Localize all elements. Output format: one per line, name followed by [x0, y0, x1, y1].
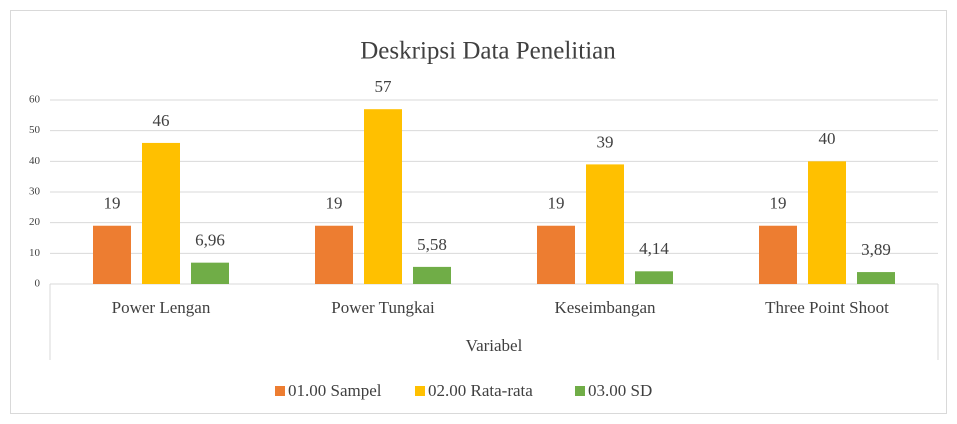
bar: [808, 161, 846, 284]
bar: [315, 225, 353, 284]
data-label: 5,58: [417, 235, 447, 254]
y-tick-label: 30: [29, 186, 41, 198]
x-axis-title: Variabel: [466, 336, 523, 355]
y-tick-label: 40: [29, 155, 41, 167]
data-label: 19: [548, 194, 565, 213]
x-tick-label: Three Point Shoot: [765, 298, 889, 317]
y-tick-label: 10: [29, 247, 41, 259]
bar: [142, 142, 180, 284]
legend-label: 03.00 SD: [588, 381, 652, 400]
x-tick-label: Keseimbangan: [554, 298, 656, 317]
data-label: 19: [104, 194, 121, 213]
bar: [857, 272, 895, 284]
data-label: 3,89: [861, 240, 891, 259]
bar: [93, 225, 131, 284]
data-label: 19: [326, 194, 343, 213]
data-label: 39: [597, 132, 614, 151]
data-label: 57: [375, 77, 393, 96]
y-tick-label: 60: [29, 94, 41, 106]
legend-label: 01.00 Sampel: [288, 381, 382, 400]
y-tick-label: 20: [29, 216, 41, 228]
bar: [413, 266, 451, 284]
chart-title: Deskripsi Data Penelitian: [360, 38, 616, 65]
bar: [364, 109, 402, 284]
bar: [759, 225, 797, 284]
legend-swatch: [415, 386, 425, 396]
bar: [635, 271, 673, 284]
data-label: 4,14: [639, 239, 669, 258]
data-label: 19: [770, 194, 787, 213]
data-label: 6,96: [195, 231, 225, 250]
data-label: 40: [819, 129, 836, 148]
bar: [537, 225, 575, 284]
bar: [191, 262, 229, 284]
x-tick-label: Power Tungkai: [331, 298, 435, 317]
x-tick-label: Power Lengan: [112, 298, 211, 317]
bar: [586, 164, 624, 284]
legend-label: 02.00 Rata-rata: [428, 381, 533, 400]
legend-swatch: [575, 386, 585, 396]
y-tick-label: 50: [29, 124, 41, 136]
legend-swatch: [275, 386, 285, 396]
data-label: 46: [153, 111, 170, 130]
y-tick-label: 0: [35, 278, 41, 290]
